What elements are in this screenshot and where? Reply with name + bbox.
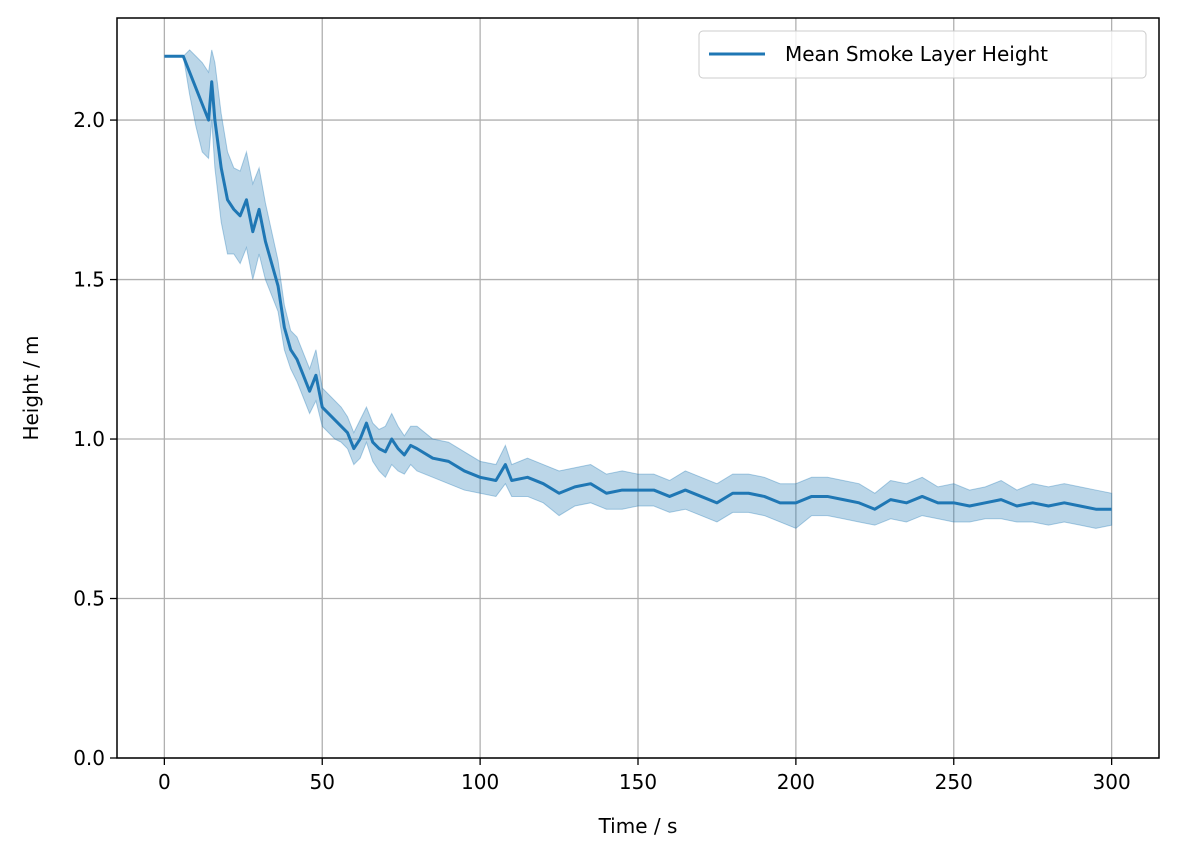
series-lines [164, 54, 1112, 511]
y-tick-label: 0.5 [73, 587, 105, 611]
legend-box [698, 30, 1147, 79]
y-tick-label: 0.0 [73, 746, 105, 770]
axis-ticks [110, 119, 1113, 765]
legend: Mean Smoke Layer Height [698, 30, 1147, 79]
legend-label: Mean Smoke Layer Height [785, 42, 1048, 66]
y-axis-label: Height / m [19, 335, 43, 440]
x-axis-label: Time / s [598, 814, 678, 838]
y-tick-label: 2.0 [73, 108, 105, 132]
x-tick-label: 300 [1093, 770, 1131, 794]
tick-labels: 0 50 100 150 200 250 300 0.0 0.5 1.0 1.5 2.0 [73, 108, 1131, 794]
x-tick-label: 250 [935, 770, 973, 794]
grid-lines [117, 18, 1159, 759]
x-tick-label: 200 [777, 770, 815, 794]
x-tick-label: 150 [619, 770, 657, 794]
y-tick-label: 1.5 [73, 268, 105, 292]
x-tick-label: 50 [310, 770, 335, 794]
x-tick-label: 100 [461, 770, 499, 794]
series-line-0 [164, 54, 1112, 511]
x-tick-label: 0 [158, 770, 171, 794]
y-tick-label: 1.0 [73, 427, 105, 451]
